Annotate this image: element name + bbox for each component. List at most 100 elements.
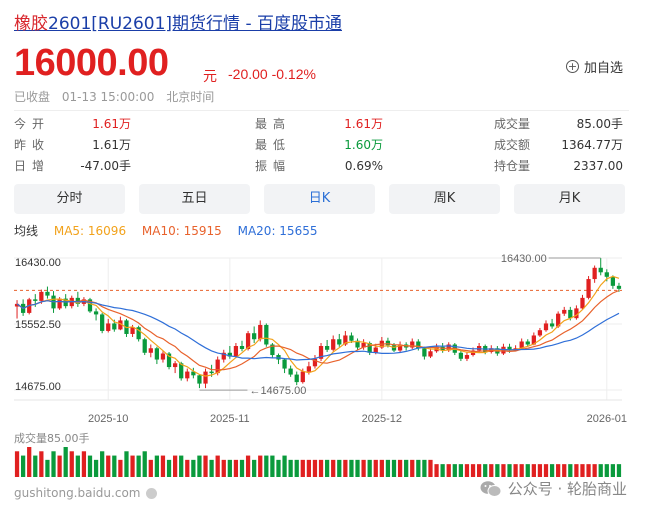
volume-bar bbox=[483, 464, 488, 477]
volume-bar bbox=[185, 459, 190, 477]
candle-body bbox=[604, 272, 609, 277]
tab-intraday[interactable]: 分时 bbox=[14, 184, 125, 214]
ma20-line bbox=[16, 300, 620, 361]
candle-body bbox=[276, 355, 281, 360]
candle-body bbox=[343, 335, 348, 345]
market-status: 已收盘 01-13 15:00:00 北京时间 bbox=[14, 88, 222, 105]
x-tick-label: 2025-11 bbox=[210, 413, 250, 425]
candle-body bbox=[100, 314, 105, 331]
volume-bar bbox=[130, 455, 135, 477]
volume-bar bbox=[288, 459, 293, 477]
max-label: 16430.00 bbox=[501, 253, 547, 265]
volume-bar bbox=[586, 464, 591, 477]
candle-body bbox=[191, 371, 196, 376]
candle-body bbox=[300, 371, 305, 383]
ma20-value: MA20: 15655 bbox=[237, 224, 318, 238]
tab-weekly-k[interactable]: 周K bbox=[389, 184, 500, 214]
volume-bar bbox=[397, 459, 403, 477]
volume-bar bbox=[69, 451, 74, 477]
volume-bar bbox=[452, 464, 457, 477]
volume-bar bbox=[434, 464, 439, 477]
volume-bar bbox=[495, 464, 500, 477]
price-unit: 元 bbox=[203, 69, 217, 85]
volume-bar bbox=[428, 459, 433, 477]
chart-labels: 2025-10 2025-11 2025-12 2026-01 16430.00 1555… bbox=[15, 253, 627, 425]
candle-body bbox=[197, 375, 202, 384]
volume-bar bbox=[245, 455, 251, 477]
tab-five-day[interactable]: 五日 bbox=[139, 184, 250, 214]
volume-bar bbox=[124, 451, 129, 477]
volume-bar bbox=[562, 464, 567, 477]
volume-bar bbox=[331, 459, 336, 477]
volume-bar bbox=[337, 459, 342, 477]
candle-body bbox=[458, 352, 464, 359]
volume-bar bbox=[27, 447, 32, 477]
volume-bar bbox=[118, 459, 123, 477]
volume-bar bbox=[525, 464, 530, 477]
ma5-value: MA5: 16096 bbox=[53, 224, 127, 238]
price-change: -20.00 -0.12% bbox=[228, 66, 316, 82]
volume-bar bbox=[513, 464, 518, 477]
candle-body bbox=[179, 363, 184, 379]
add-watchlist-button[interactable]: + 加自选 bbox=[565, 57, 623, 76]
ma-label: 均线 bbox=[14, 224, 39, 238]
volume-bar bbox=[519, 464, 524, 477]
volume-bar bbox=[39, 451, 44, 477]
candle-body bbox=[215, 359, 220, 374]
ma5-line bbox=[16, 275, 620, 377]
chart-grid bbox=[14, 257, 622, 401]
candle-body bbox=[331, 339, 336, 350]
candle-body bbox=[519, 341, 524, 349]
current-price: 16000.00 bbox=[14, 42, 169, 84]
volume-bar bbox=[191, 459, 196, 477]
candle-body bbox=[166, 353, 172, 368]
candle-body bbox=[586, 279, 591, 298]
candle-body bbox=[306, 366, 312, 372]
volume-bar bbox=[556, 464, 561, 477]
candle-body bbox=[549, 323, 555, 327]
footer-source: gushitong.baidu.com bbox=[14, 486, 158, 500]
stat-prev-close: 昨收 1.61万 bbox=[14, 138, 131, 152]
source-url[interactable]: gushitong.baidu.com bbox=[14, 486, 141, 500]
candle-body bbox=[33, 299, 38, 301]
volume-bar bbox=[264, 455, 269, 477]
candle-body bbox=[39, 291, 44, 301]
volume-bar bbox=[87, 455, 93, 477]
candle-body bbox=[27, 299, 32, 313]
period-tabs: 分时 五日 日K 周K 月K bbox=[14, 184, 625, 214]
candle-body bbox=[385, 340, 391, 346]
volume-bar bbox=[166, 459, 172, 477]
stat-open-interest: 持仓量 2337.00 bbox=[494, 159, 623, 173]
candle-body bbox=[258, 324, 263, 340]
volume-bar bbox=[106, 455, 111, 477]
candle-body bbox=[312, 358, 318, 367]
volume-bar bbox=[160, 455, 166, 477]
tab-daily-k[interactable]: 日K bbox=[264, 184, 375, 214]
candle-body bbox=[160, 353, 166, 360]
ma10-value: MA10: 15915 bbox=[141, 224, 222, 238]
volume-bar bbox=[221, 459, 226, 477]
candle-body bbox=[233, 346, 239, 357]
volume-bar bbox=[343, 459, 348, 477]
volume-bar bbox=[233, 459, 239, 477]
tab-monthly-k[interactable]: 月K bbox=[514, 184, 625, 214]
volume-bar bbox=[252, 459, 257, 477]
ma-lines bbox=[16, 275, 620, 377]
volume-bar bbox=[373, 459, 378, 477]
page-title[interactable]: 橡胶2601[RU2601]期货行情 - 百度股市通 bbox=[14, 9, 342, 34]
candle-body bbox=[264, 324, 269, 345]
volume-bar bbox=[172, 455, 178, 477]
volume-bar bbox=[410, 459, 415, 477]
candle-body bbox=[14, 303, 20, 307]
candle-body bbox=[367, 342, 372, 353]
watermark-text: 公众号 · 轮胎商业 bbox=[507, 480, 627, 498]
candle-body bbox=[118, 320, 123, 330]
candle-body bbox=[106, 323, 111, 331]
volume-bar bbox=[604, 464, 609, 477]
candle-body bbox=[446, 344, 451, 351]
kline-chart[interactable]: 2025-10 2025-11 2025-12 2026-01 16430.00 1555… bbox=[0, 240, 649, 435]
title-highlight: 橡胶 bbox=[14, 14, 48, 34]
volume-bar bbox=[276, 459, 281, 477]
quote-stats: 今开 1.61万 最高 1.61万 成交量 85.00手 昨收 1.61万 最低 1.60… bbox=[14, 110, 629, 173]
stat-high: 最高 1.61万 bbox=[255, 117, 383, 131]
